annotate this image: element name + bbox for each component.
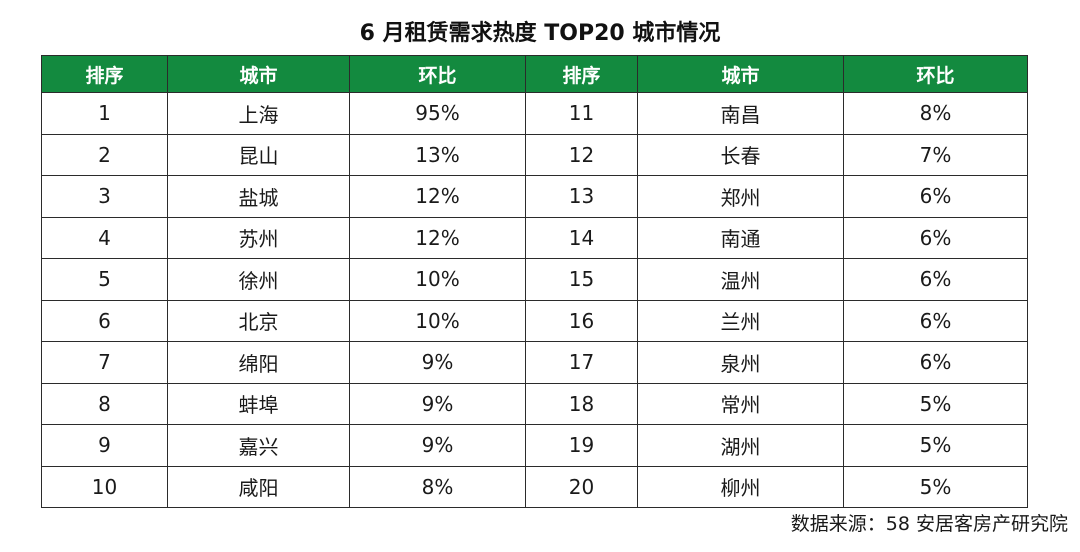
change-cell: 95%	[349, 92, 526, 135]
rank-cell: 2	[41, 133, 168, 176]
header-mom-change-right: 环比	[843, 55, 1028, 93]
table-row: 3 盐城 12% 13 郑州 6%	[41, 175, 1028, 218]
table-header-row: 排序 城市 环比 排序 城市 环比	[41, 55, 1028, 93]
table-row: 8 蚌埠 9% 18 常州 5%	[41, 382, 1028, 425]
city-cell: 北京	[167, 299, 350, 342]
table-row: 6 北京 10% 16 兰州 6%	[41, 299, 1028, 342]
city-cell: 郑州	[637, 175, 844, 218]
ranking-table: 排序 城市 环比 排序 城市 环比 1 上海 95% 11 南昌 8% 2 昆山…	[41, 55, 1028, 508]
rank-cell: 9	[41, 424, 168, 467]
change-cell: 8%	[843, 92, 1028, 135]
rank-cell: 17	[525, 341, 638, 384]
city-cell: 绵阳	[167, 341, 350, 384]
rank-cell: 13	[525, 175, 638, 218]
rank-cell: 3	[41, 175, 168, 218]
rank-cell: 4	[41, 216, 168, 259]
change-cell: 6%	[843, 299, 1028, 342]
city-cell: 温州	[637, 258, 844, 301]
table-row: 1 上海 95% 11 南昌 8%	[41, 92, 1028, 135]
change-cell: 5%	[843, 424, 1028, 467]
city-cell: 上海	[167, 92, 350, 135]
change-cell: 5%	[843, 465, 1028, 508]
rank-cell: 8	[41, 382, 168, 425]
table-row: 10 咸阳 8% 20 柳州 5%	[41, 465, 1028, 508]
rank-cell: 10	[41, 465, 168, 508]
city-cell: 昆山	[167, 133, 350, 176]
change-cell: 6%	[843, 175, 1028, 218]
city-cell: 南通	[637, 216, 844, 259]
table-row: 7 绵阳 9% 17 泉州 6%	[41, 341, 1028, 384]
change-cell: 6%	[843, 341, 1028, 384]
table-title: 6 月租赁需求热度 TOP20 城市情况	[359, 21, 721, 46]
data-source-note: 数据来源：58 安居客房产研究院	[790, 513, 1068, 535]
table-row: 9 嘉兴 9% 19 湖州 5%	[41, 424, 1028, 467]
change-cell: 9%	[349, 341, 526, 384]
header-city: 城市	[167, 55, 350, 93]
header-rank-right: 排序	[525, 55, 638, 93]
change-cell: 6%	[843, 216, 1028, 259]
change-cell: 10%	[349, 258, 526, 301]
table-row: 4 苏州 12% 14 南通 6%	[41, 216, 1028, 259]
city-cell: 长春	[637, 133, 844, 176]
city-cell: 柳州	[637, 465, 844, 508]
rank-cell: 20	[525, 465, 638, 508]
city-cell: 咸阳	[167, 465, 350, 508]
change-cell: 12%	[349, 175, 526, 218]
change-cell: 5%	[843, 382, 1028, 425]
rank-cell: 7	[41, 341, 168, 384]
rank-cell: 11	[525, 92, 638, 135]
city-cell: 湖州	[637, 424, 844, 467]
rank-cell: 18	[525, 382, 638, 425]
rank-cell: 5	[41, 258, 168, 301]
table-row: 2 昆山 13% 12 长春 7%	[41, 133, 1028, 176]
rank-cell: 16	[525, 299, 638, 342]
rank-cell: 6	[41, 299, 168, 342]
change-cell: 9%	[349, 382, 526, 425]
change-cell: 7%	[843, 133, 1028, 176]
city-cell: 泉州	[637, 341, 844, 384]
city-cell: 南昌	[637, 92, 844, 135]
change-cell: 6%	[843, 258, 1028, 301]
city-cell: 徐州	[167, 258, 350, 301]
change-cell: 12%	[349, 216, 526, 259]
rank-cell: 1	[41, 92, 168, 135]
rank-cell: 12	[525, 133, 638, 176]
header-city-right: 城市	[637, 55, 844, 93]
city-cell: 常州	[637, 382, 844, 425]
change-cell: 10%	[349, 299, 526, 342]
city-cell: 兰州	[637, 299, 844, 342]
header-rank: 排序	[41, 55, 168, 93]
rank-cell: 19	[525, 424, 638, 467]
city-cell: 嘉兴	[167, 424, 350, 467]
table-row: 5 徐州 10% 15 温州 6%	[41, 258, 1028, 301]
city-cell: 盐城	[167, 175, 350, 218]
city-cell: 苏州	[167, 216, 350, 259]
header-mom-change: 环比	[349, 55, 526, 93]
change-cell: 8%	[349, 465, 526, 508]
city-cell: 蚌埠	[167, 382, 350, 425]
rank-cell: 15	[525, 258, 638, 301]
change-cell: 13%	[349, 133, 526, 176]
rank-cell: 14	[525, 216, 638, 259]
change-cell: 9%	[349, 424, 526, 467]
